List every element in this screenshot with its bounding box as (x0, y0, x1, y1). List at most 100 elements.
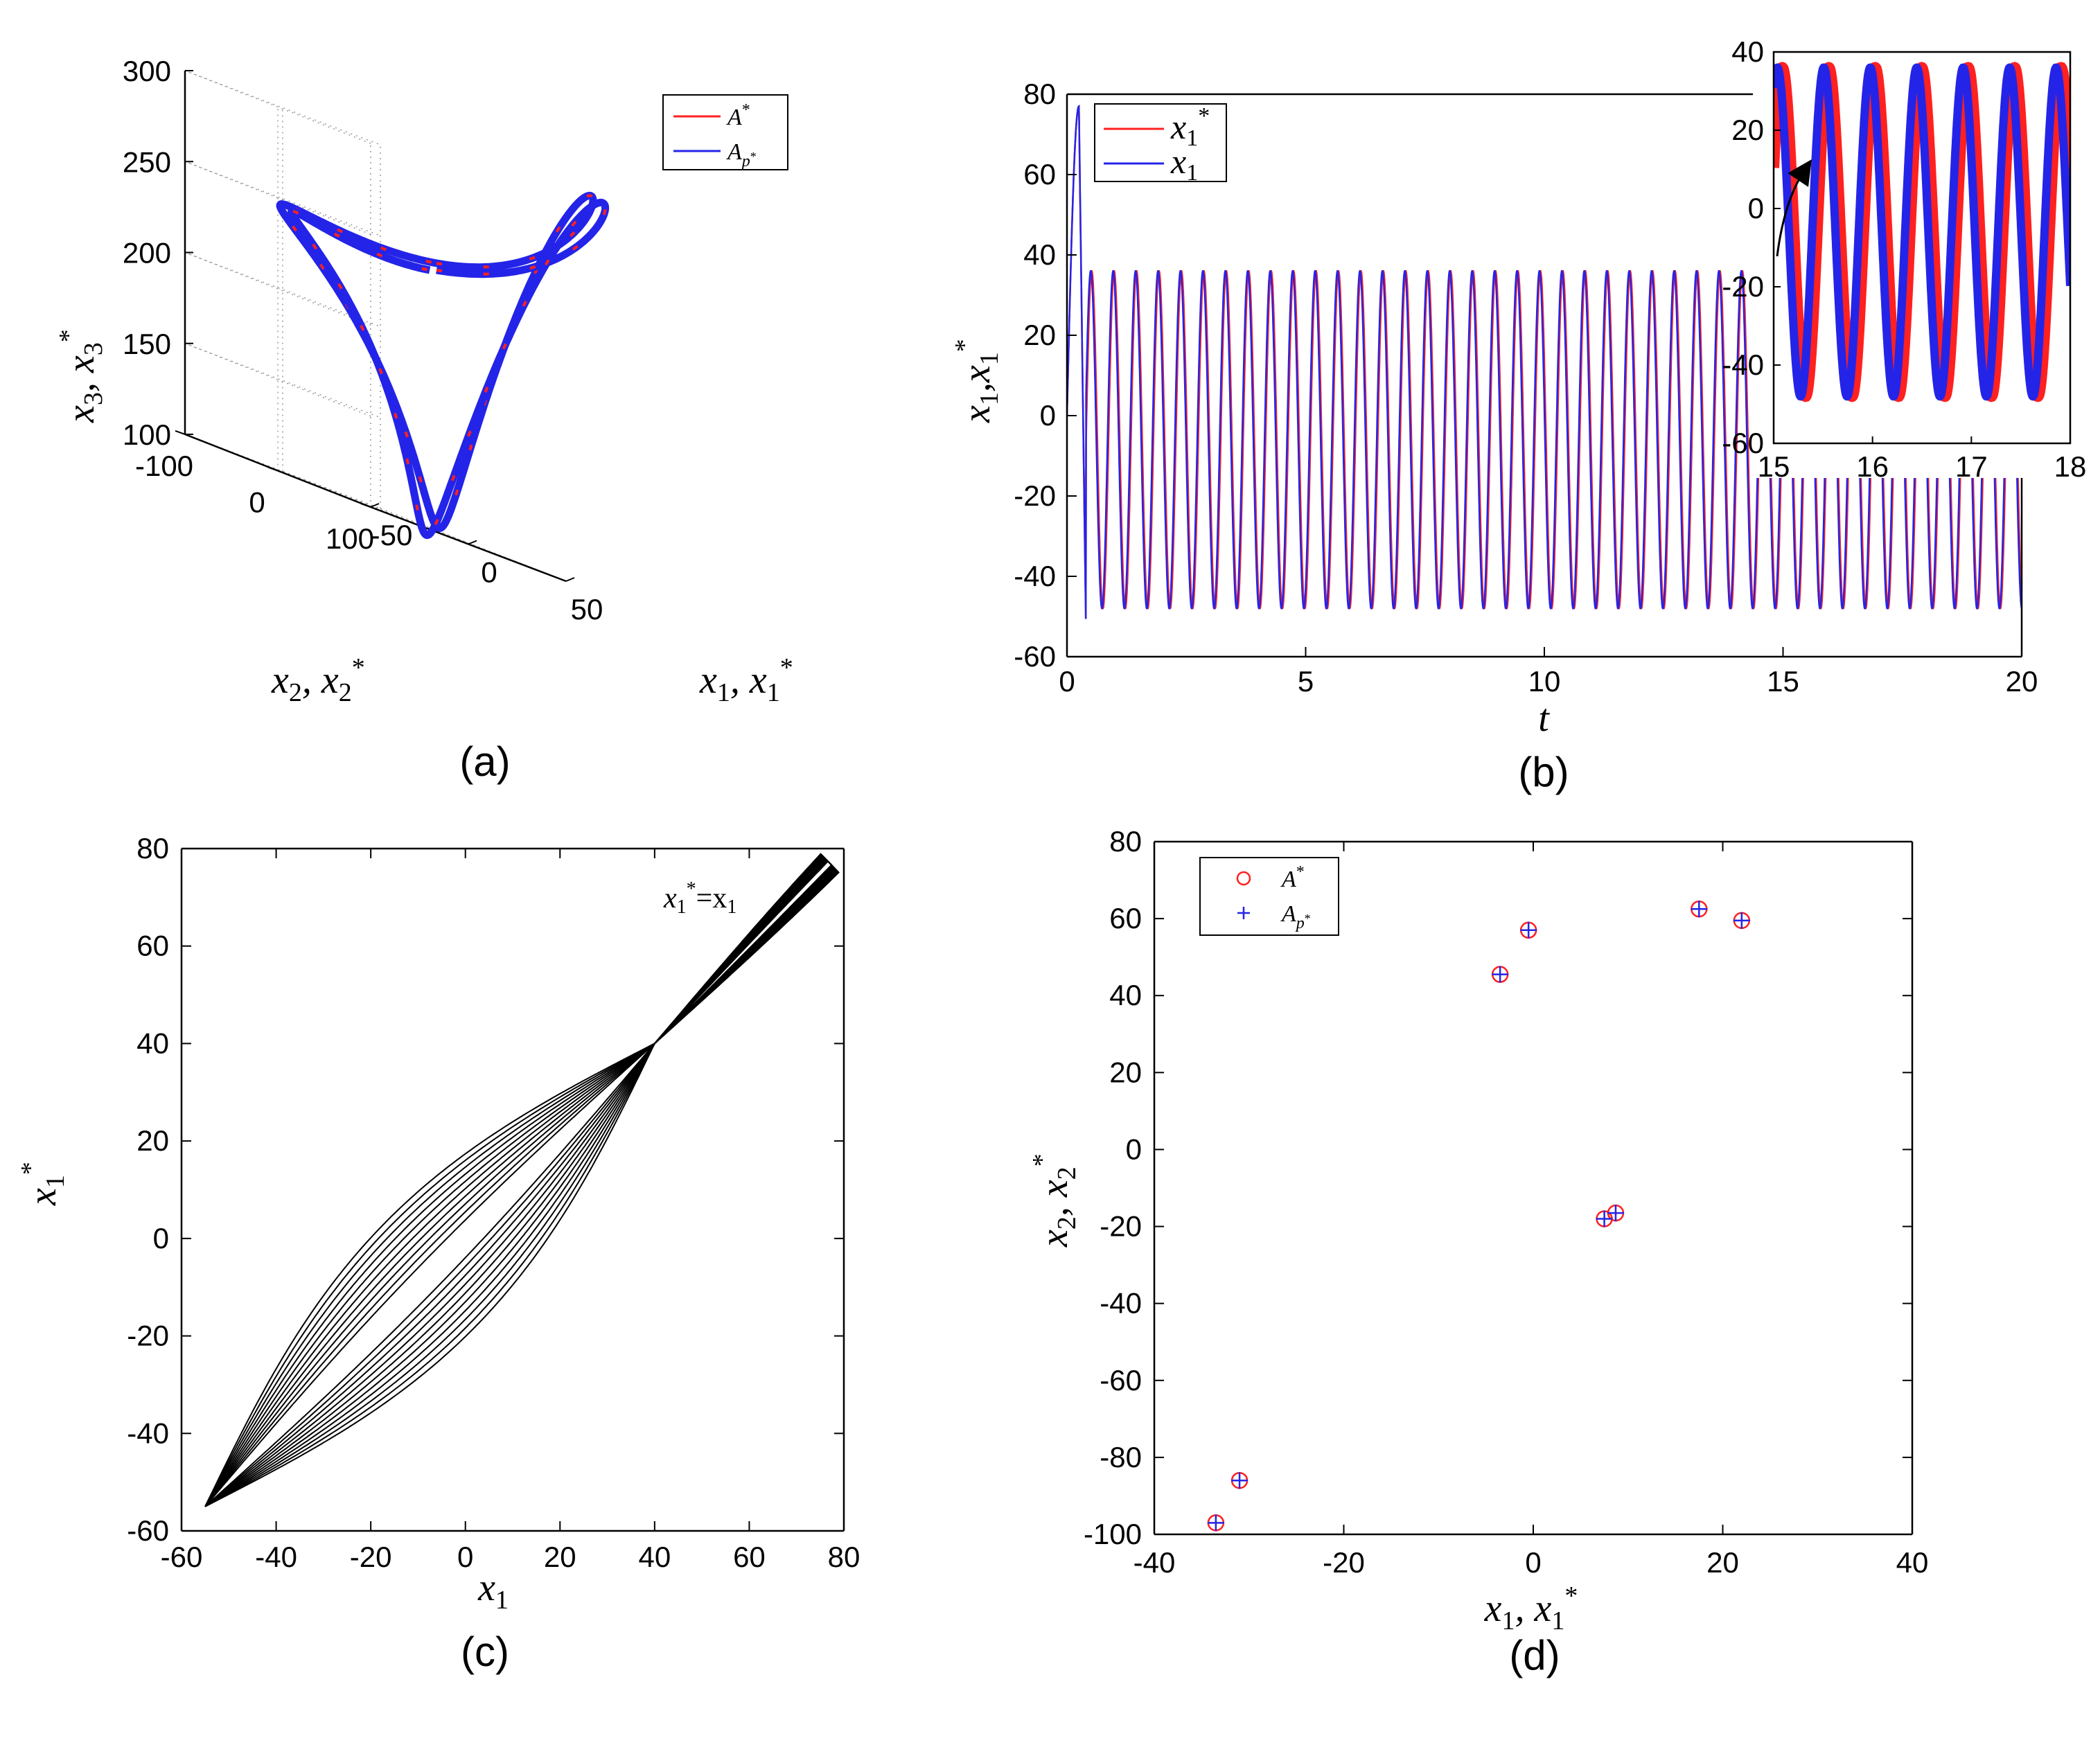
point-plus (1733, 912, 1750, 929)
tick-label: 16 (1856, 450, 1889, 483)
tick-label: 17 (1955, 450, 1988, 483)
tick-label: 10 (1528, 665, 1561, 698)
tick-label: -60 (127, 1514, 169, 1547)
tick-label: 20 (1109, 1056, 1142, 1088)
panel-b-series (1067, 105, 2022, 619)
tick-label: 300 (123, 55, 171, 87)
tick-label: 40 (1109, 979, 1142, 1011)
tick-label: 15 (1767, 665, 1799, 698)
tick-label: -20 (350, 1541, 392, 1573)
tick-label: 0 (1525, 1546, 1541, 1579)
panel-d-points (1207, 900, 1751, 1532)
tick-label: -60 (1014, 640, 1056, 673)
panel-label-c: (c) (461, 1629, 509, 1675)
panel-c-ticks: -60 -40 -20 0 20 40 60 80 80 60 40 20 0 -20 -40 -60 (127, 832, 860, 1573)
tick-label: 20 (1023, 319, 1056, 351)
tick-label: -40 (1722, 348, 1764, 381)
tick-label: 40 (136, 1027, 169, 1059)
tick-label: 150 (123, 328, 171, 360)
tick-label: 60 (1109, 902, 1142, 934)
inset-line-blue (1774, 63, 2070, 401)
tick-label: 80 (1109, 825, 1142, 858)
tick-label: 0 (1040, 399, 1056, 432)
tick-label: 40 (1896, 1546, 1929, 1579)
tick-label: 15 (1758, 450, 1790, 483)
grid-line (184, 70, 381, 145)
point-plus (1231, 1472, 1248, 1489)
tick-label: 0 (457, 1541, 473, 1573)
point-plus (1691, 901, 1708, 918)
legend-box (1199, 857, 1339, 936)
panel-d-legend: A* Ap* (1199, 857, 1339, 936)
legend-box (1094, 103, 1227, 182)
tick-label: -20 (1014, 479, 1056, 512)
tick-label: 60 (733, 1541, 766, 1573)
tick-label: 50 (571, 593, 603, 626)
inset-line-red (1774, 62, 2070, 402)
tick-label: -80 (1100, 1441, 1142, 1473)
tick-label: 60 (136, 930, 169, 962)
tick-label: 80 (828, 1541, 861, 1573)
tick-label: 80 (1023, 78, 1056, 110)
tick-label: -60 (161, 1541, 203, 1573)
tick-label: 20 (544, 1541, 576, 1573)
tick-label: 0 (1059, 665, 1075, 698)
phase-loop (204, 853, 839, 1507)
trajectory-loop-blue (276, 191, 597, 533)
tick-mark (267, 466, 279, 472)
tick-label: 18 (2054, 450, 2087, 483)
tick-mark (565, 577, 575, 582)
tick-label: 20 (1731, 114, 1764, 146)
panel-b-ticks: 0 5 10 15 20 80 60 40 20 0 -20 -40 -60 (1014, 78, 2038, 698)
tick-label: 0 (153, 1222, 169, 1254)
tick-label: -40 (1014, 560, 1056, 592)
tick-label: 0 (1748, 192, 1764, 224)
tick-mark (370, 503, 380, 508)
tick-label: 0 (249, 486, 265, 519)
tick-label: 40 (1023, 238, 1056, 271)
tick-label: 40 (1731, 35, 1764, 68)
panel-b-inset: 15 16 17 18 40 20 0 -20 -40 -60 (1722, 35, 2086, 483)
phase-loop (204, 856, 837, 1507)
inset-ticks: 15 16 17 18 40 20 0 -20 -40 -60 (1722, 35, 2086, 483)
panel-d: -40 -20 0 20 40 80 60 40 20 0 -20 -40 -60 -80 -100 A* … (1027, 825, 1928, 1678)
tick-mark (175, 430, 186, 435)
tick-mark (468, 540, 477, 545)
tick-mark (360, 503, 371, 508)
tick-label: -100 (1084, 1518, 1142, 1550)
tick-label: -100 (135, 450, 193, 482)
tick-label: -20 (127, 1320, 169, 1352)
tick-label: -20 (1323, 1546, 1365, 1579)
phase-loop (204, 855, 838, 1507)
tick-label: 0 (481, 556, 497, 589)
point-plus (1520, 921, 1537, 939)
trajectory-loop-red (290, 201, 607, 537)
point-plus (1492, 966, 1509, 983)
legend-marker-circle (1236, 871, 1251, 886)
tick-label: 5 (1298, 665, 1314, 698)
panel-c: -60 -40 -20 0 20 40 60 80 80 60 40 20 0 -20 -40 -60 x1*… (16, 832, 860, 1675)
tick-label: 0 (1126, 1133, 1142, 1165)
point-plus (1607, 1205, 1624, 1222)
panel-label-a: (a) (459, 738, 510, 785)
phase-loop (204, 860, 833, 1507)
panel-c-annotation: x1*=x1 (663, 878, 736, 918)
series-line-blue (1067, 105, 2022, 619)
panel-c-ylabel: x1* (16, 1162, 70, 1206)
panel-a-ylabel: x2, x2* (271, 653, 365, 707)
tick-label: 100 (326, 522, 374, 555)
point-plus (1596, 1210, 1613, 1227)
tick-label: -60 (1100, 1364, 1142, 1396)
panel-d-xlabel: x1, x1* (1484, 1581, 1578, 1635)
tick-label: 200 (123, 237, 171, 269)
panel-a-xlabel: x1, x1* (699, 653, 793, 707)
panel-c-curves (204, 853, 840, 1507)
phase-loop (204, 859, 833, 1507)
tick-label: -40 (127, 1417, 169, 1449)
legend-marker-plus (1237, 907, 1250, 919)
panel-d-ticks: -40 -20 0 20 40 80 60 40 20 0 -20 -40 -60 -80 -100 (1084, 825, 1928, 1579)
panel-label-b: (b) (1518, 749, 1569, 795)
tick-label: 60 (1023, 158, 1056, 190)
legend-box (662, 94, 788, 170)
